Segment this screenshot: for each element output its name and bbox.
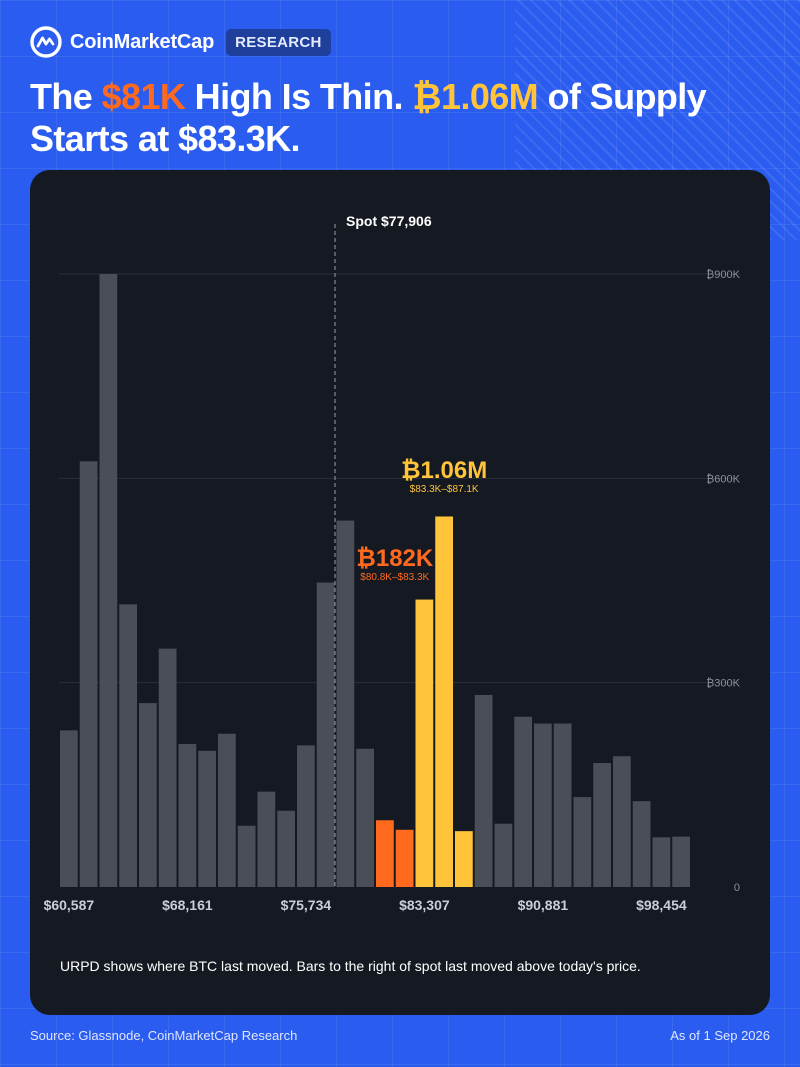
x-tick-label: $75,734 [281, 897, 332, 913]
x-tick-label: $98,454 [636, 897, 687, 913]
y-tick-label: 0 [734, 882, 740, 894]
bar [237, 825, 256, 887]
bar [494, 823, 513, 887]
bar [356, 748, 374, 887]
x-tick-label: $68,161 [162, 897, 213, 913]
bar [415, 599, 434, 887]
x-tick-label: $83,307 [399, 897, 450, 913]
x-tick-label: $60,587 [44, 897, 95, 913]
bar [316, 582, 335, 887]
bar [573, 797, 592, 887]
urpd-bar-chart: 0 ₿300K ₿600K ₿900K $60,587 $68,161 $75,734 $83… [44, 213, 741, 913]
bar [277, 810, 295, 887]
research-badge: RESEARCH [226, 28, 331, 56]
bar [593, 763, 611, 887]
chart-panel: 0 ₿300K ₿600K ₿900K $60,587 $68,161 $75,734 $83… [30, 170, 770, 1015]
annotation-orange-value: ₿182K [356, 545, 434, 572]
bar [652, 837, 671, 887]
bar [218, 733, 236, 887]
bar [514, 716, 532, 887]
x-tick-label: $90,881 [518, 897, 569, 913]
bar [119, 604, 137, 887]
bar [198, 750, 216, 887]
y-tick-label: ₿900K [706, 269, 740, 281]
brand-name: CoinMarketCap [70, 30, 215, 53]
bar [99, 274, 118, 887]
bar [336, 520, 355, 887]
bar [376, 820, 394, 887]
bar [435, 516, 453, 887]
spot-label: Spot $77,906 [346, 213, 432, 229]
bar [139, 703, 157, 887]
annotation-yellow-range: $83.3K–$87.1K [410, 484, 479, 495]
bar [534, 723, 552, 887]
headline-text-1: The [30, 76, 102, 117]
headline-highlight-high: $81K [101, 76, 186, 117]
bar [79, 461, 98, 887]
bar [158, 648, 177, 887]
bar [672, 836, 690, 887]
bar [178, 743, 197, 887]
headline-highlight-supply: ₿1.06M [412, 76, 539, 117]
headline: The $81K High Is Thin. ₿1.06M of Supply … [30, 76, 770, 160]
bar [474, 694, 493, 887]
y-tick-label: ₿600K [706, 473, 740, 485]
bar [632, 801, 651, 887]
footer-date: As of 1 Sep 2026 [670, 1028, 770, 1043]
headline-text-3: of Supply Starts at $83.3K. [30, 76, 707, 159]
headline-text-2: High Is Thin. [185, 76, 413, 117]
chart-caption: URPD shows where BTC last moved. Bars to… [60, 958, 641, 974]
bar [60, 730, 78, 887]
brand-header: CoinMarketCap RESEARCH [30, 26, 331, 58]
footer-source: Source: Glassnode, CoinMarketCap Researc… [30, 1028, 298, 1043]
bar [297, 745, 315, 887]
y-tick-label: ₿300K [706, 678, 740, 690]
coinmarketcap-logo-icon [30, 26, 62, 58]
annotation-yellow-value: ₿1.06M [401, 457, 487, 484]
bar [553, 723, 572, 887]
bar [395, 829, 414, 887]
annotation-orange-range: $80.8K–$83.3K [360, 572, 429, 583]
bar [257, 791, 276, 887]
bar [455, 831, 473, 887]
bar [613, 756, 631, 887]
